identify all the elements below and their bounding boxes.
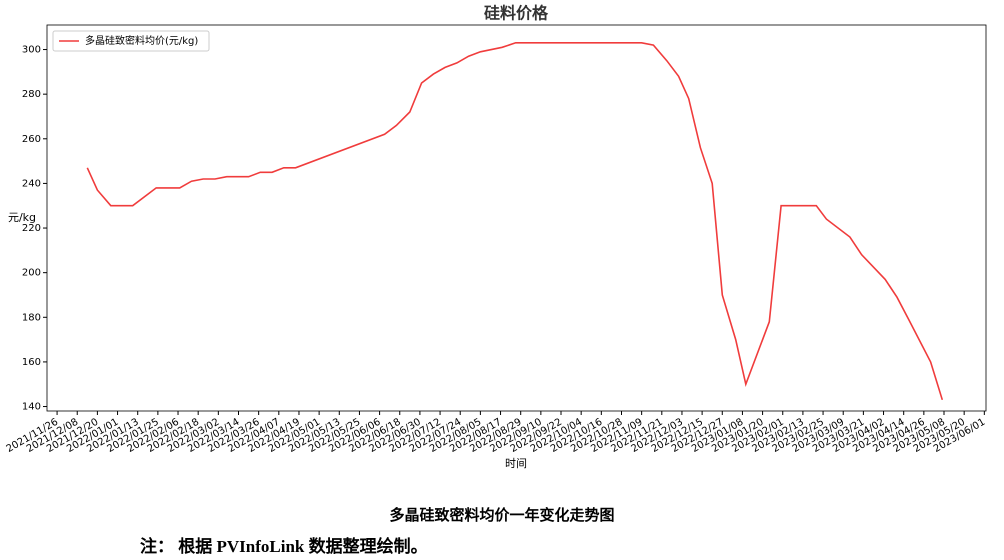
y-axis-label: 元/kg bbox=[8, 211, 36, 224]
legend-label: 多晶硅致密料均价(元/kg) bbox=[85, 34, 198, 47]
y-tick-label: 240 bbox=[22, 178, 41, 189]
y-tick-label: 220 bbox=[22, 223, 41, 234]
chart: 硅料价格 时间 元/kg 140 160 180 200 220 240 260 280 300… bbox=[5, 4, 988, 471]
line-series bbox=[86, 41, 944, 401]
plot-frame bbox=[46, 24, 987, 412]
y-tick-label: 280 bbox=[22, 89, 41, 100]
y-tick-label: 160 bbox=[22, 357, 41, 368]
caption: 多晶硅致密料均价一年变化走势图 bbox=[389, 508, 615, 524]
y-tick-label: 300 bbox=[22, 45, 41, 56]
legend-box bbox=[52, 30, 210, 52]
chart-title: 硅料价格 bbox=[484, 4, 549, 23]
y-tick-label: 180 bbox=[22, 312, 41, 323]
y-tick-label: 200 bbox=[22, 268, 41, 279]
note: 注： 根据 PVInfoLink 数据整理绘制。 bbox=[140, 537, 428, 556]
y-tick-label: 260 bbox=[22, 134, 41, 145]
x-axis-label: 时间 bbox=[505, 457, 527, 470]
y-tick-label: 140 bbox=[22, 402, 41, 413]
